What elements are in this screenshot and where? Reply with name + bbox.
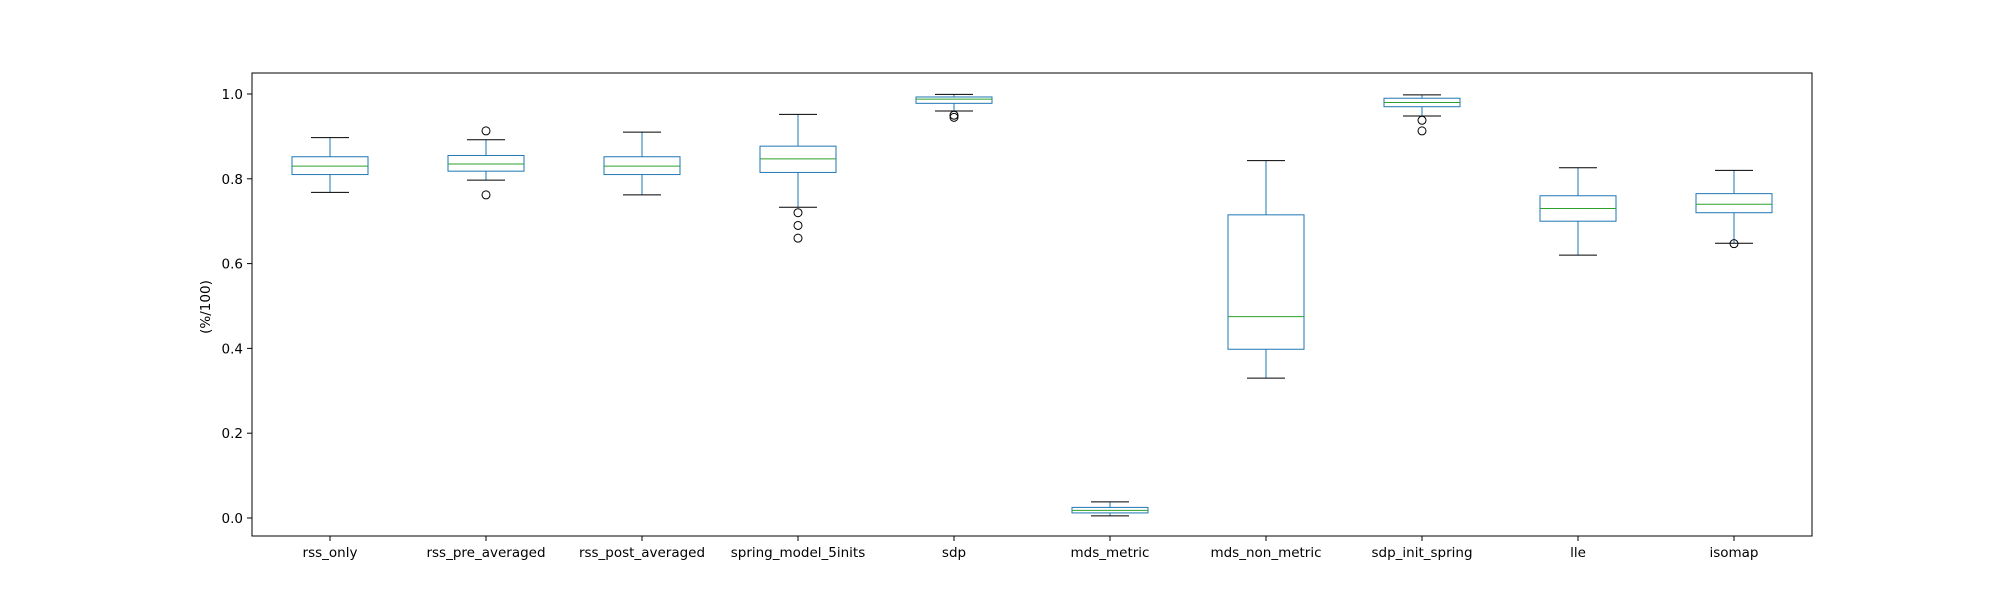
box-rss_pre_averaged (447, 154, 525, 172)
box-mds_non_metric (1227, 214, 1305, 350)
outlier-point (1417, 115, 1427, 125)
x-tick-label: spring_model_5inits (731, 545, 866, 561)
x-tick-label: mds_metric (1071, 545, 1150, 561)
x-tick-label: mds_non_metric (1210, 545, 1321, 561)
y-tick-label: 0.0 (222, 511, 243, 527)
x-tick-label: sdp (942, 545, 966, 561)
y-tick-label: 0.8 (222, 172, 243, 188)
axes-frame (251, 72, 1813, 537)
x-tick-label: rss_post_averaged (579, 545, 705, 561)
outlier-point (481, 190, 491, 200)
outlier-point (949, 110, 959, 120)
plot-area: 0.0 0.2 0.4 0.6 0.8 1.0 rss_only rss_pre_averag… (222, 87, 1773, 561)
x-tick-label: isomap (1709, 545, 1758, 561)
outlier-point (793, 233, 803, 243)
y-tick-label: 0.4 (222, 341, 243, 357)
outlier-point (793, 220, 803, 230)
outlier-point (481, 126, 491, 136)
y-tick-label: 0.2 (222, 426, 243, 442)
x-tick-label: rss_pre_averaged (426, 545, 545, 561)
outlier-point (1417, 126, 1427, 136)
y-axis-title: (%/100) (198, 280, 214, 334)
x-tick-label: lle (1570, 545, 1586, 561)
box-isomap (1695, 193, 1773, 214)
outlier-point (1729, 239, 1739, 249)
outlier-point (793, 208, 803, 218)
x-tick-label: sdp_init_spring (1371, 545, 1472, 561)
x-tick-label: rss_only (303, 545, 358, 561)
box-sdp (915, 96, 993, 104)
y-tick-label: 0.6 (222, 257, 243, 273)
y-tick-label: 1.0 (222, 87, 243, 103)
outlier-point (949, 112, 959, 122)
